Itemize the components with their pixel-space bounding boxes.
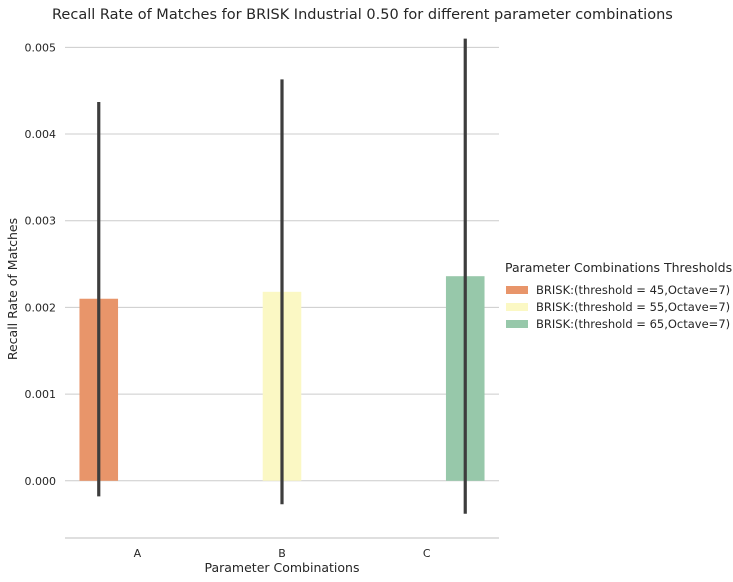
y-axis-label: Recall Rate of Matches (5, 218, 20, 360)
y-tick-label: 0.000 (25, 475, 57, 488)
legend-item-label: BRISK:(threshold = 55,Octave=7) (536, 300, 730, 314)
y-tick-label: 0.002 (25, 301, 57, 314)
chart-title: Recall Rate of Matches for BRISK Industr… (52, 7, 673, 23)
legend-title: Parameter Combinations Thresholds (505, 260, 732, 275)
legend-swatch (506, 320, 528, 328)
legend-item-label: BRISK:(threshold = 45,Octave=7) (536, 283, 730, 297)
x-tick-label: A (134, 547, 142, 560)
y-tick-labels: 0.000 0.001 0.002 0.003 0.004 0.005 (25, 41, 57, 487)
y-tick-label: 0.005 (25, 41, 57, 54)
x-axis-label: Parameter Combinations (204, 560, 359, 575)
y-tick-label: 0.003 (25, 215, 57, 228)
legend-swatch (506, 286, 528, 294)
x-tick-labels: A B C (134, 547, 431, 560)
x-tick-label: B (278, 547, 286, 560)
legend: Parameter Combinations Thresholds BRISK:… (505, 260, 732, 331)
x-tick-label: C (423, 547, 431, 560)
y-tick-label: 0.004 (25, 128, 57, 141)
error-bars (97, 38, 467, 514)
y-tick-label: 0.001 (25, 388, 57, 401)
legend-item-label: BRISK:(threshold = 65,Octave=7) (536, 317, 730, 331)
legend-swatch (506, 303, 528, 311)
